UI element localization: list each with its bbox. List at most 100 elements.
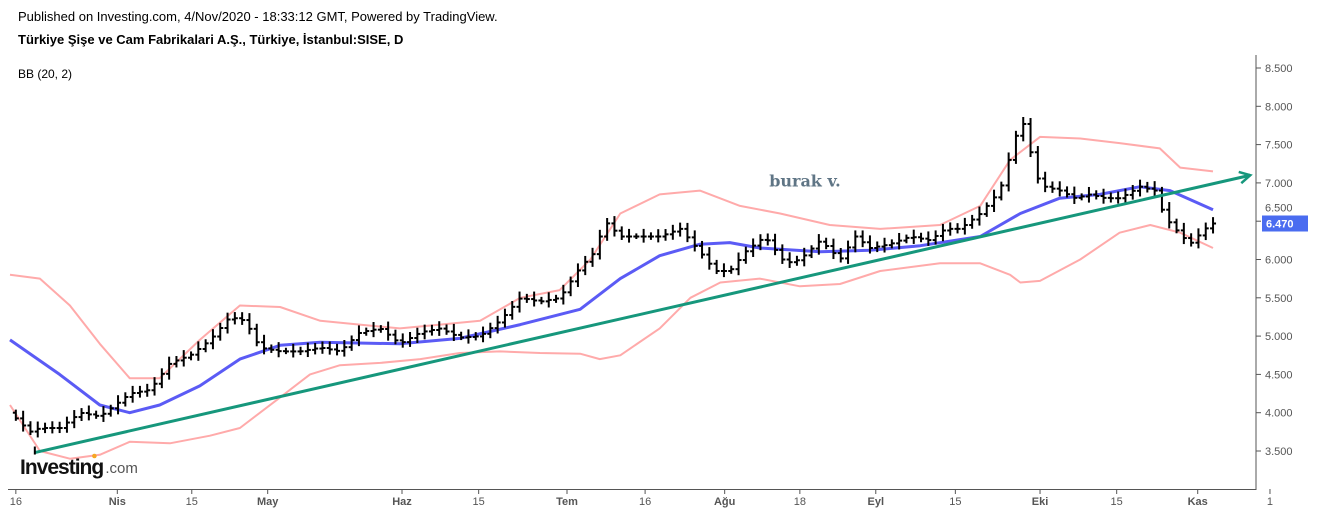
ohlc-bar [136,385,143,398]
arrowhead-icon [1238,170,1253,185]
ohlc-bar [428,324,435,336]
ohlc-bar [881,237,888,253]
ohlc-bar [465,329,472,344]
ohlc-bar [1151,181,1158,197]
ohlc-bar [166,356,173,380]
time-tick-label: Ağu [714,496,735,508]
ohlc-bar [896,232,903,250]
ohlc-bar [275,342,282,358]
price-axis[interactable]: 8.500 8.000 7.500 7.000 6.500 6.000 5.500 5.000… [1256,63,1293,458]
ohlc-bar [750,238,757,257]
ohlc-bar [662,229,669,241]
ohlc-bar [845,240,852,264]
time-tick-label: Eyl [868,496,885,508]
time-tick-label: 1 [1267,496,1273,508]
ohlc-bar [1144,181,1151,193]
ohlc-bar [808,245,815,259]
ohlc-bar [611,216,618,237]
ohlc-bar [910,229,917,244]
time-tick-label: 16 [10,496,22,508]
ohlc-bar [728,265,735,274]
ohlc-bar [224,312,231,334]
ohlc-bar [574,263,581,288]
ohlc-bar [677,222,684,237]
ohlc-bar [772,233,779,256]
ohlc-bar [392,329,399,345]
ohlc-bar [706,247,713,270]
ohlc-bar [859,230,866,248]
ohlc-bars [12,116,1217,438]
ohlc-bar [874,241,881,253]
price-tick-label: 4.500 [1265,369,1293,381]
ohlc-bar [217,322,224,341]
ohlc-bar [553,294,560,303]
ohlc-bar [450,323,457,342]
time-tick-label: 15 [949,496,961,508]
ohlc-bar [1195,228,1202,249]
ohlc-bar [188,351,195,361]
ohlc-bar [370,322,377,338]
ohlc-bar [78,408,85,421]
indicator-legend[interactable]: BB (20, 2) [18,67,73,81]
ohlc-bar [231,312,238,325]
ohlc-bar [947,222,954,236]
ohlc-bar [903,234,910,244]
ohlc-bar [151,377,158,396]
price-tick-label: 3.500 [1265,446,1293,458]
ohlc-bar [1158,186,1165,213]
ohlc-bar [596,229,603,260]
ohlc-bar [436,321,443,336]
annotation-text: burak v. [769,172,841,191]
ohlc-bar [297,346,304,356]
ohlc-bar [71,410,78,429]
ohlc-bar [268,344,275,353]
ohlc-bar [509,301,516,320]
ohlc-bar [545,292,552,308]
ohlc-bar [961,217,968,235]
ohlc-bar [764,233,771,246]
ohlc-bar [34,421,41,438]
ohlc-bar [312,342,319,355]
chart-title: Türkiye Şişe ve Cam Fabrikalari A.Ş., Tü… [18,32,404,47]
ohlc-bar [604,218,611,241]
ohlc-bar [742,246,749,264]
ohlc-bar [49,421,56,434]
ohlc-bar [691,230,698,252]
price-tick-label: 8.500 [1265,63,1293,75]
ohlc-bar [1180,222,1187,245]
ohlc-bar [443,324,450,335]
ohlc-bar [246,313,253,335]
ohlc-bar [377,325,384,333]
ohlc-bar [414,327,421,343]
ohlc-bar [1093,190,1100,200]
price-tick-label: 4.000 [1265,408,1293,420]
time-tick-label: 18 [794,496,806,508]
ohlc-bar [158,368,165,389]
ohlc-bar [866,235,873,254]
ohlc-bar [195,341,202,361]
time-tick-label: 15 [1111,496,1123,508]
ohlc-bar [12,409,19,421]
ohlc-bar [1166,202,1173,229]
ohlc-bar [20,410,27,432]
ohlc-bar [925,231,932,246]
ohlc-bar [932,230,939,245]
ohlc-bar [801,247,808,267]
ohlc-bar [1012,130,1019,164]
ohlc-bar [261,334,268,355]
ohlc-bar [735,252,742,276]
trendline [33,170,1253,455]
ohlc-bar [1085,186,1092,203]
ohlc-bar [888,239,895,249]
ohlc-bar [494,315,501,334]
ohlc-bar [144,383,151,397]
time-axis[interactable]: 16 Nis 15 May Haz 15 Tem 16 Ağu 18 Eyl 15 Eki 15 Kas 1 [10,489,1273,508]
ohlc-bar [1100,188,1107,204]
time-tick-label: Eki [1032,496,1049,508]
ohlc-bar [640,228,647,243]
last-price-label: 6.470 [1266,218,1294,230]
ohlc-bar [939,223,946,242]
ohlc-bar [1078,193,1085,201]
ohlc-bar [239,312,246,325]
